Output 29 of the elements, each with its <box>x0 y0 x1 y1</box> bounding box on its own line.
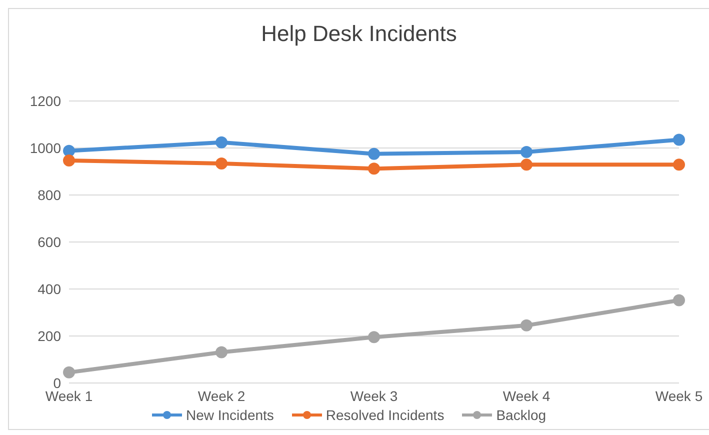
point <box>520 146 532 158</box>
point <box>673 134 685 146</box>
y-tick-label: 1000 <box>30 140 62 156</box>
x-tick-label: Week 4 <box>502 388 550 404</box>
y-tick-label: 800 <box>38 186 62 203</box>
point <box>216 136 228 148</box>
chart-title: Help Desk Incidents <box>260 20 458 48</box>
point <box>216 158 228 170</box>
point <box>368 331 380 344</box>
point <box>63 366 75 378</box>
point <box>63 154 75 166</box>
point <box>520 319 532 332</box>
legend-label: Backlog <box>496 407 546 423</box>
point <box>216 346 228 358</box>
y-tick-label: 1200 <box>30 92 62 109</box>
x-tick-label: Week 2 <box>198 388 246 404</box>
point <box>368 162 380 175</box>
legend-label: New Incidents <box>186 407 274 423</box>
point <box>673 158 685 171</box>
y-tick-label: 400 <box>38 280 62 297</box>
y-tick-label: 600 <box>38 234 62 250</box>
point <box>368 148 380 160</box>
point <box>63 144 75 157</box>
x-tick-label: Week 5 <box>655 388 703 404</box>
point <box>673 294 685 306</box>
point <box>520 158 532 171</box>
x-tick-label: Week 3 <box>350 388 398 404</box>
y-tick-label: 200 <box>38 328 62 344</box>
legend-label: Resolved Incidents <box>326 407 444 423</box>
